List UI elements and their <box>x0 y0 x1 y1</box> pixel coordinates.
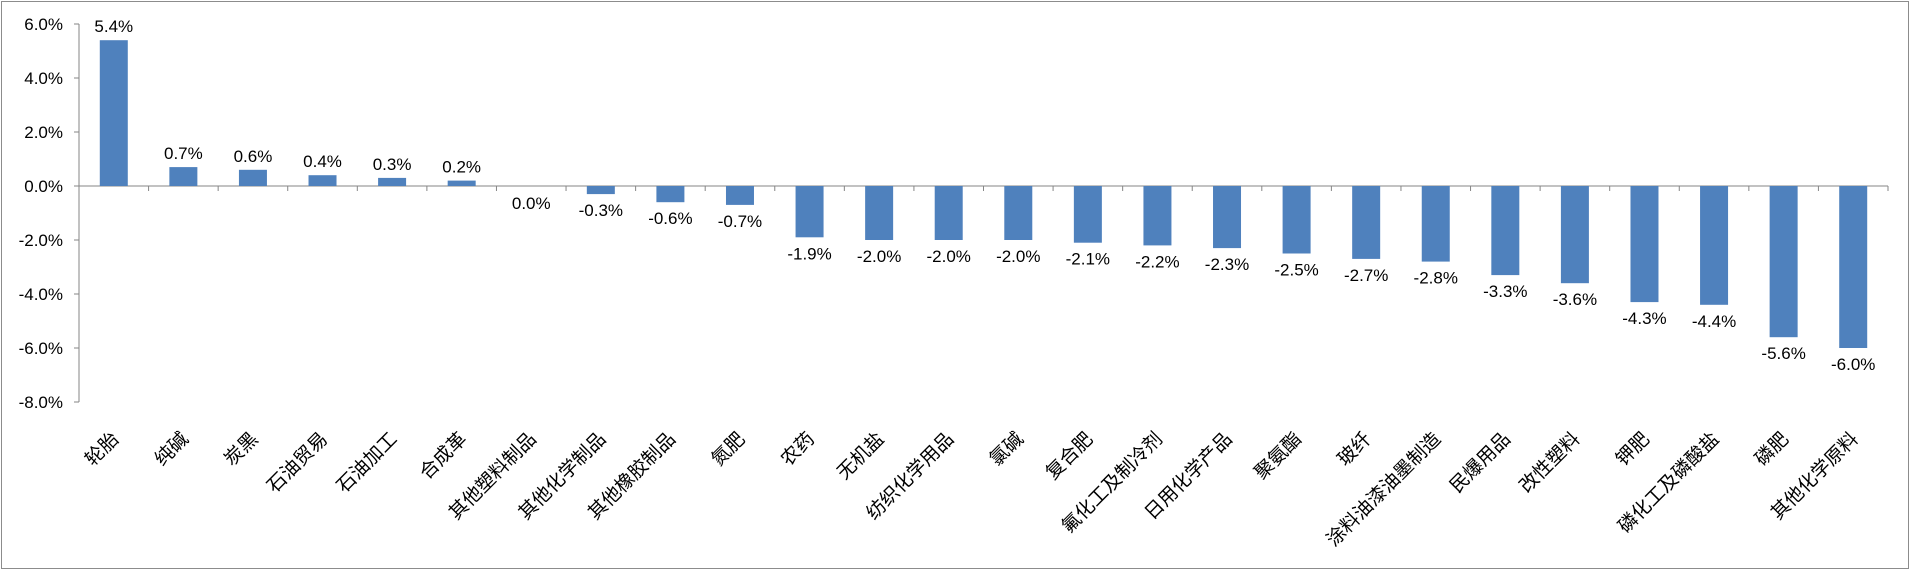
data-label: -1.9% <box>787 244 831 263</box>
data-label: -6.0% <box>1831 355 1875 374</box>
category-label: 改性塑料 <box>1515 428 1584 497</box>
y-tick-label: 4.0% <box>24 69 63 88</box>
bar <box>308 175 337 186</box>
data-label: -0.3% <box>579 201 623 220</box>
data-label: -2.2% <box>1135 252 1179 271</box>
data-label: -3.3% <box>1483 282 1527 301</box>
category-label: 钾肥 <box>1612 428 1654 470</box>
bar <box>725 186 754 205</box>
data-label: -0.6% <box>648 209 692 228</box>
data-label: 0.4% <box>303 152 342 171</box>
data-label: -2.1% <box>1066 250 1110 269</box>
bar <box>1213 186 1242 249</box>
y-tick-label: 2.0% <box>24 123 63 142</box>
y-tick-label: -2.0% <box>19 231 63 250</box>
data-label: -2.0% <box>857 247 901 266</box>
bar <box>447 180 476 186</box>
category-label: 炭黑 <box>220 428 262 470</box>
category-label: 玻纤 <box>1333 428 1375 470</box>
data-label: -4.4% <box>1692 312 1736 331</box>
data-label: -2.3% <box>1205 255 1249 274</box>
data-label: -2.7% <box>1344 266 1388 285</box>
y-tick-label: -8.0% <box>19 393 63 412</box>
category-label: 复合肥 <box>1042 428 1098 484</box>
data-label: -5.6% <box>1761 344 1805 363</box>
category-label: 石油加工 <box>332 428 401 497</box>
bar <box>378 177 407 186</box>
data-label: -3.6% <box>1553 290 1597 309</box>
bar <box>1769 186 1798 338</box>
y-tick-label: 6.0% <box>24 15 63 34</box>
bars <box>99 40 1868 348</box>
data-label: -2.8% <box>1414 269 1458 288</box>
category-label: 纯碱 <box>150 428 192 470</box>
data-label: 0.2% <box>442 158 481 177</box>
bar <box>1352 186 1381 259</box>
bar <box>1004 186 1033 240</box>
category-label: 磷肥 <box>1751 428 1793 470</box>
data-label: 0.7% <box>164 144 203 163</box>
category-label: 氮肥 <box>707 428 749 470</box>
data-label: 0.3% <box>373 155 412 174</box>
category-label: 轮胎 <box>81 428 123 470</box>
category-label: 聚氨酯 <box>1250 428 1306 484</box>
bar <box>656 186 685 203</box>
category-label: 民爆用品 <box>1446 428 1515 497</box>
category-label: 合成革 <box>415 428 471 484</box>
bar <box>1839 186 1868 348</box>
bar <box>934 186 963 240</box>
bar <box>865 186 894 240</box>
bar <box>169 167 198 186</box>
y-tick-label: -6.0% <box>19 339 63 358</box>
bar <box>238 169 267 186</box>
data-labels: 5.4% 0.7% 0.6% 0.4% 0.3% 0.2% 0.0% -0.3% -0.6% -0… <box>94 17 1875 374</box>
data-label: -4.3% <box>1622 309 1666 328</box>
bar <box>1560 186 1589 284</box>
category-labels: 轮胎 纯碱 炭黑 石油贸易 石油加工 合成革其他塑料制品其他化学制品其他橡胶制品 氮肥 农药无… <box>81 428 1863 551</box>
data-label: -2.0% <box>996 247 1040 266</box>
data-label: -2.0% <box>927 247 971 266</box>
bar <box>1073 186 1102 243</box>
data-label: 0.6% <box>234 147 273 166</box>
bar <box>1421 186 1450 262</box>
y-tick-label: -4.0% <box>19 285 63 304</box>
bar <box>795 186 824 238</box>
category-label: 无机盐 <box>833 428 889 484</box>
bar <box>1282 186 1311 254</box>
bar <box>1700 186 1729 305</box>
category-label: 农药 <box>777 428 819 470</box>
bar <box>1630 186 1659 303</box>
bar <box>1491 186 1520 276</box>
bar <box>586 186 615 195</box>
category-label: 氯碱 <box>985 428 1027 470</box>
data-label: 5.4% <box>94 17 133 36</box>
y-tick-label: 0.0% <box>24 177 63 196</box>
data-label: 0.0% <box>512 194 551 213</box>
bar <box>99 40 128 187</box>
data-label: -0.7% <box>718 212 762 231</box>
data-label: -2.5% <box>1274 261 1318 280</box>
category-label: 石油贸易 <box>263 428 332 497</box>
bar <box>1143 186 1172 246</box>
